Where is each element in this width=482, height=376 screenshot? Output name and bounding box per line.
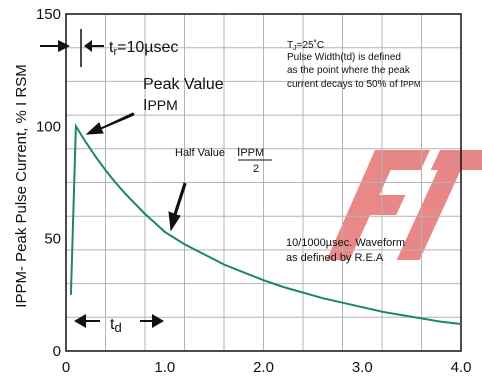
x-tick-label: 3.0 bbox=[352, 359, 373, 376]
td-right-arrow bbox=[140, 314, 164, 328]
tr-right-arrow bbox=[84, 40, 104, 52]
tr-label: tr=10µsec bbox=[109, 39, 178, 58]
x-tick-labels: 0 1.0 2.0 3.0 4.0 bbox=[62, 359, 472, 376]
td-label: td bbox=[110, 316, 122, 335]
grid-lines bbox=[66, 14, 461, 351]
pulse-note-line2: as the point where the peak bbox=[287, 65, 411, 76]
y-tick-label: 50 bbox=[44, 231, 61, 248]
half-value-denominator: 2 bbox=[253, 163, 259, 175]
tr-left-arrow bbox=[40, 40, 70, 52]
peak-arrow bbox=[85, 112, 135, 135]
half-arrow bbox=[168, 182, 187, 232]
tj-label: TJ=25˚C bbox=[287, 39, 324, 52]
waveform-curve bbox=[69, 122, 462, 325]
x-tick-label: 0 bbox=[62, 359, 70, 376]
plot-frame bbox=[65, 13, 462, 352]
y-tick-label: 0 bbox=[53, 343, 61, 360]
y-tick-label: 150 bbox=[36, 6, 61, 23]
x-tick-label: 1.0 bbox=[154, 359, 175, 376]
peak-value-symbol: IPPM bbox=[143, 97, 178, 114]
half-value-label: Half Value bbox=[175, 147, 225, 159]
peak-value-label: Peak Value bbox=[143, 76, 224, 93]
y-tick-label: 100 bbox=[36, 118, 61, 135]
pulse-note-line1: Pulse Width(td) is defined bbox=[287, 52, 401, 63]
td-left-arrow bbox=[74, 314, 100, 328]
waveform-note-line1: 10/1000µsec. Waveform bbox=[286, 237, 405, 249]
y-axis-label: IPPM- Peak Pulse Current, % I RSM bbox=[13, 64, 30, 307]
watermark-shape-left bbox=[326, 150, 430, 260]
pulse-note-line3: current decays to 50% of IPPM bbox=[287, 79, 421, 90]
x-tick-label: 2.0 bbox=[253, 359, 274, 376]
waveform-note-line2: as defined by R.E.A bbox=[286, 252, 384, 264]
x-tick-label: 4.0 bbox=[451, 359, 472, 376]
half-value-symbol: IPPM bbox=[237, 145, 264, 159]
y-tick-labels: 0 50 100 150 bbox=[36, 6, 61, 360]
